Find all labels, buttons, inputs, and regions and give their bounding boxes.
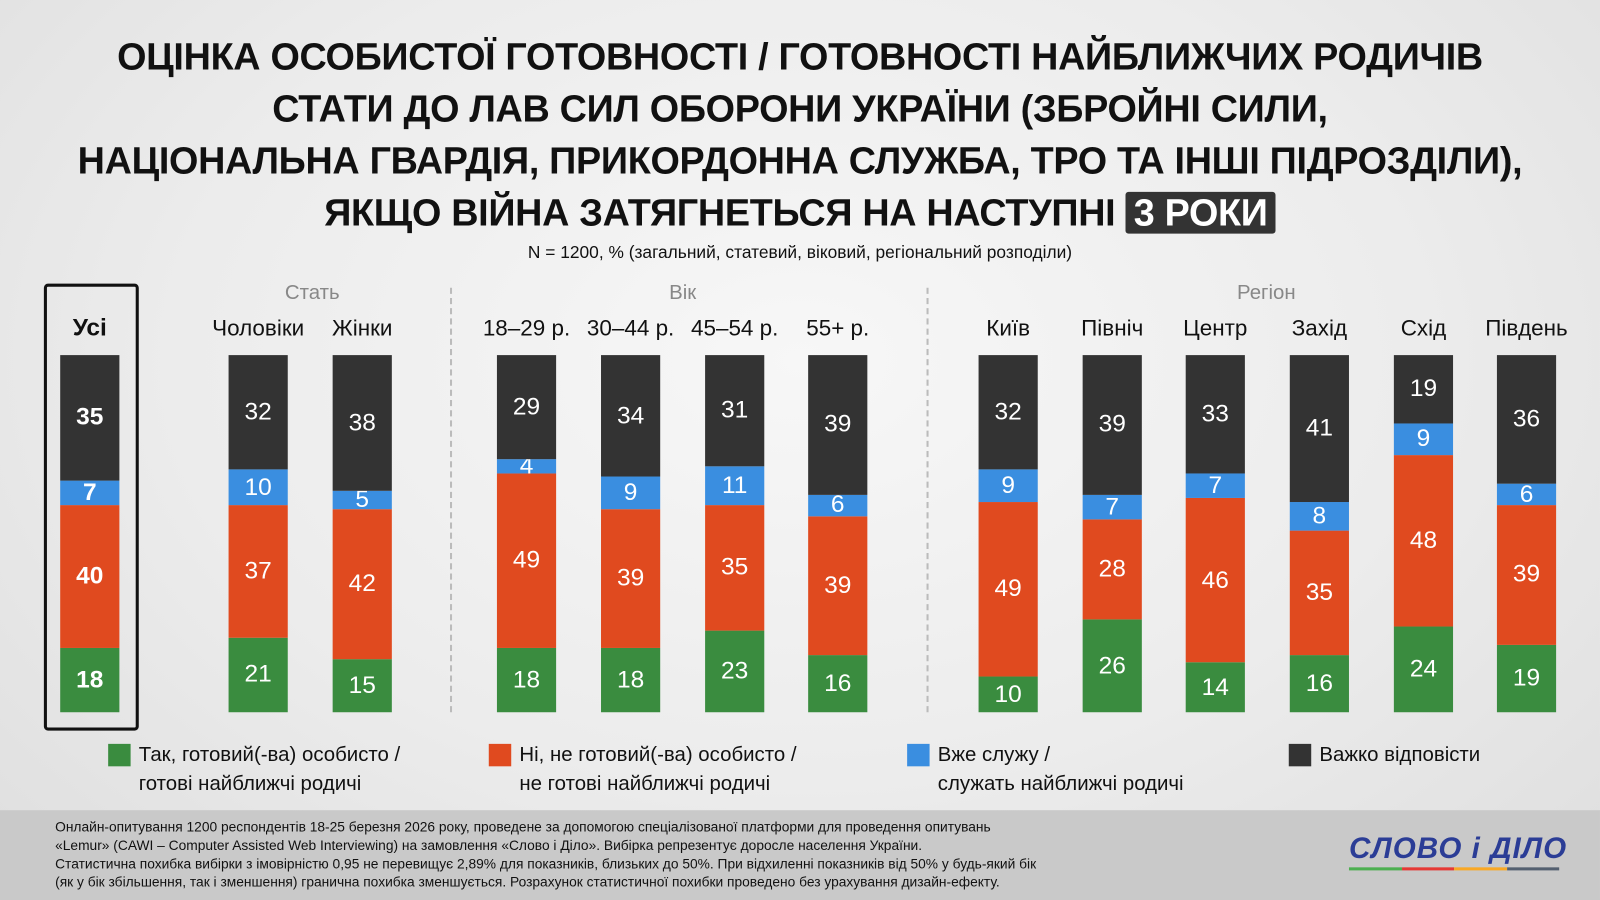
divider (926, 287, 929, 713)
bar-segment: 28 (1082, 519, 1142, 620)
category-label: Південь (1485, 315, 1568, 341)
bar-segment: 10 (978, 676, 1038, 713)
bar-segment: 29 (496, 355, 557, 459)
bar-segment: 39 (808, 355, 868, 495)
bar-segment: 38 (332, 355, 392, 491)
logo-stripe (1506, 867, 1560, 871)
bar-segment: 32 (978, 355, 1038, 470)
group-label-gender: Стать (284, 281, 340, 305)
chart-title: ОЦІНКА ОСОБИСТОЇ ГОТОВНОСТІ / ГОТОВНОСТІ… (0, 31, 1600, 239)
footer: Онлайн-опитування 1200 респондентів 18-2… (0, 810, 1600, 900)
bar-segment: 4 (496, 452, 557, 479)
bar-segment: 10 (228, 469, 288, 506)
legend-item-hard: Важко відповісти (1288, 741, 1480, 770)
title-line: ОЦІНКА ОСОБИСТОЇ ГОТОВНОСТІ / ГОТОВНОСТІ… (117, 35, 1483, 78)
methodology-note: Онлайн-опитування 1200 респондентів 18-2… (55, 819, 1037, 890)
category-label: 30–44 р. (586, 315, 675, 341)
bar-segment: 39 (601, 508, 661, 648)
bar-segment: 9 (601, 476, 661, 509)
title-line: ЯКЩО ВІЙНА ЗАТЯГНЕТЬСЯ НА НАСТУПНІ (324, 191, 1116, 234)
bar-segment: 35 (60, 355, 120, 481)
bar-segment: 15 (332, 658, 392, 713)
category-label: Захід (1291, 315, 1348, 341)
category-label: Усі (72, 314, 107, 342)
bar-segment: 7 (1185, 471, 1245, 499)
category-label: Київ (986, 315, 1031, 341)
bar-segment: 37 (228, 505, 288, 638)
bar-segment: 9 (1393, 422, 1454, 456)
bar-segment: 41 (1289, 355, 1349, 502)
logo-stripe (1454, 867, 1507, 871)
bar-segment: 8 (1289, 501, 1349, 531)
category-label: 45–54 р. (690, 315, 779, 341)
legend-swatch (1288, 743, 1312, 767)
category-label: 18–29 р. (482, 315, 571, 341)
bar-segment: 18 (496, 647, 557, 713)
bar-segment: 35 (705, 505, 765, 631)
bar-segment: 39 (808, 515, 868, 656)
bar-segment: 24 (1393, 626, 1454, 713)
group-label-region: Регіон (1236, 281, 1296, 305)
bar-segment: 7 (1082, 493, 1142, 520)
category-label: Схід (1400, 315, 1447, 341)
bar-segment: 16 (1289, 655, 1349, 713)
category-label: Північ (1081, 315, 1144, 341)
bar-segment: 6 (808, 491, 868, 518)
legend-swatch (488, 743, 512, 767)
bar-segment: 16 (808, 655, 868, 713)
subtitle: N = 1200, % (загальний, статевий, вікови… (527, 242, 1073, 263)
legend-item-no: Ні, не готовий(-ва) особисто / не готові … (488, 741, 797, 798)
category-label: Жінки (331, 315, 393, 341)
legend-item-yes: Так, готовий(-ва) особисто / готові найбл… (108, 741, 400, 798)
category-label: Чоловіки (212, 315, 305, 341)
bar-segment: 39 (1082, 355, 1142, 495)
title-highlight: 3 РОКИ (1125, 192, 1276, 234)
bar-segment: 21 (228, 637, 288, 713)
bar-segment: 35 (1289, 530, 1349, 656)
bar-segment: 48 (1393, 455, 1454, 627)
bar-segment: 49 (978, 501, 1038, 677)
bar-segment: 32 (228, 355, 288, 470)
bar-segment: 26 (1082, 619, 1142, 713)
bar-segment: 33 (1185, 355, 1245, 473)
logo-stripe (1348, 867, 1402, 871)
logo-stripe (1401, 867, 1455, 871)
bar-segment: 6 (1496, 480, 1557, 508)
bar-segment: 40 (60, 505, 120, 648)
bar-segment: 19 (1496, 644, 1557, 713)
bar-segment: 34 (601, 355, 661, 477)
bar-segment: 11 (705, 465, 765, 506)
bar-segment: 46 (1185, 497, 1245, 663)
bar-segment: 31 (705, 355, 765, 466)
bar-segment: 39 (1496, 505, 1557, 645)
title-line: НАЦІОНАЛЬНА ГВАРДІЯ, ПРИКОРДОННА СЛУЖБА,… (77, 139, 1523, 182)
group-label-age: Вік (669, 281, 697, 305)
bar-segment: 7 (60, 478, 120, 506)
bar-segment: 14 (1185, 662, 1245, 713)
bar-segment: 49 (496, 472, 557, 648)
category-label: Центр (1183, 315, 1248, 341)
legend-item-serving: Вже служу / служать найближчі родичі (907, 741, 1184, 798)
all-highlight-box (43, 283, 139, 731)
bar-segment: 19 (1393, 355, 1454, 423)
divider (449, 287, 453, 713)
bar-segment: 36 (1496, 355, 1557, 484)
title-line: СТАТИ ДО ЛАВ СИЛ ОБОРОНИ УКРАЇНИ (ЗБРОЙН… (272, 87, 1328, 130)
bar-segment: 18 (601, 647, 661, 713)
logo: СЛОВО і ДІЛО (1348, 833, 1567, 871)
bar-segment: 42 (332, 508, 392, 659)
legend-swatch (907, 743, 930, 767)
bar-segment: 9 (978, 469, 1038, 502)
bar-segment: 18 (60, 647, 120, 713)
legend-swatch (108, 743, 131, 767)
category-label: 55+ р. (806, 315, 870, 341)
bar-segment: 5 (332, 485, 392, 513)
bar-segment: 23 (705, 630, 765, 713)
